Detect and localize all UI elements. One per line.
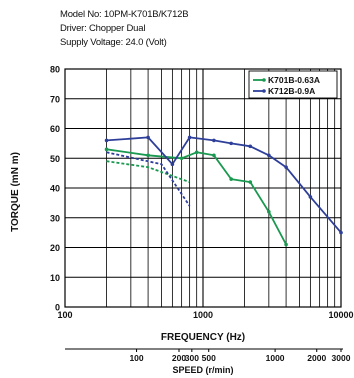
data-point xyxy=(308,195,313,199)
data-point xyxy=(212,138,216,143)
speed-tick-label: 300 xyxy=(185,353,199,363)
chart-series xyxy=(104,135,343,247)
plot-frame xyxy=(64,68,342,308)
speed-tick-label: 2000 xyxy=(307,353,326,363)
y-tick-label: 10 xyxy=(50,273,60,283)
data-point xyxy=(284,242,288,247)
model-number: Model No: 10PM-K701B/K712B xyxy=(60,9,189,20)
driver-label: Driver: Chopper Dual xyxy=(60,23,146,34)
data-point xyxy=(248,144,253,149)
y-tick-label: 80 xyxy=(50,65,60,75)
data-point xyxy=(267,153,271,158)
series-line xyxy=(106,151,191,207)
data-point xyxy=(229,177,233,181)
y-tick-label: 70 xyxy=(50,94,60,104)
speed-axis-label: SPEED (r/min) xyxy=(172,365,233,375)
x-tick-label: 1000 xyxy=(193,310,213,320)
legend-label: K712B-0.9A xyxy=(268,86,315,96)
legend-marker xyxy=(262,89,266,93)
data-point xyxy=(194,150,199,155)
y-tick-label: 40 xyxy=(50,184,60,194)
y-tick-label: 30 xyxy=(50,213,60,223)
speed-tick-label: 500 xyxy=(202,353,216,363)
chart-grid xyxy=(65,68,341,308)
y-axis-label: TORQUE (mN m) xyxy=(10,152,21,232)
legend-label: K701B-0.63A xyxy=(268,75,320,85)
supply-voltage-label: Supply Voltage: 24.0 (Volt) xyxy=(60,37,167,48)
data-point xyxy=(179,156,184,161)
data-point xyxy=(212,153,216,158)
data-point xyxy=(267,210,271,214)
speed-tick-label: 200 xyxy=(172,353,186,363)
x-tick-label: 100 xyxy=(57,310,72,320)
data-point xyxy=(104,147,109,152)
y-tick-label: 20 xyxy=(50,243,60,253)
x-axis-label: FREQUENCY (Hz) xyxy=(161,332,245,343)
legend-box xyxy=(248,70,338,99)
x-tick-label: 10000 xyxy=(328,310,353,320)
data-point xyxy=(170,162,175,166)
data-point xyxy=(104,138,109,143)
y-axis-ticks: 0 10 20 30 40 50 60 70 80 xyxy=(50,65,60,313)
data-point xyxy=(248,180,253,184)
speed-tick-label: 3000 xyxy=(332,353,351,363)
x-axis-ticks: 100 1000 10000 xyxy=(57,310,353,320)
speed-tick-label: 1000 xyxy=(266,353,285,363)
speed-tick-label: 100 xyxy=(129,353,143,363)
y-tick-label: 60 xyxy=(50,124,60,134)
data-point xyxy=(146,135,150,140)
legend-marker xyxy=(262,78,266,82)
data-point xyxy=(146,153,150,158)
data-point xyxy=(187,135,192,140)
series-line xyxy=(106,136,342,234)
data-point xyxy=(284,165,288,169)
data-point xyxy=(229,141,233,146)
y-tick-label: 0 xyxy=(55,303,60,313)
series-line xyxy=(106,160,190,183)
y-tick-label: 50 xyxy=(50,154,60,164)
data-point xyxy=(339,230,343,235)
